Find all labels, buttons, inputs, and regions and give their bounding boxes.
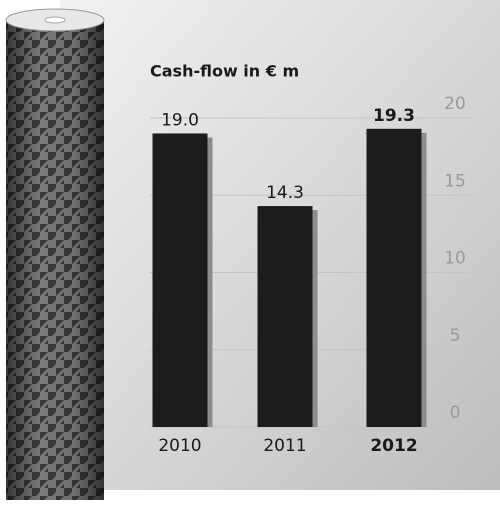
y-tick-label: 20 — [444, 94, 466, 114]
y-tick-label: 0 — [450, 403, 461, 423]
y-tick-label: 15 — [444, 171, 466, 191]
chart-title: Cash-flow in € m — [150, 62, 299, 81]
value-label: 19.3 — [373, 106, 415, 126]
bar — [152, 133, 208, 427]
value-label: 19.0 — [161, 110, 199, 130]
value-label: 14.3 — [266, 183, 304, 203]
x-tick-label: 2010 — [158, 436, 201, 456]
bar — [257, 206, 313, 427]
y-tick-label: 5 — [450, 326, 461, 346]
bar — [366, 128, 422, 427]
x-tick-label: 2012 — [370, 436, 417, 456]
paper-roll — [5, 8, 105, 500]
y-tick-label: 10 — [444, 249, 466, 269]
x-tick-label: 2011 — [263, 436, 306, 456]
